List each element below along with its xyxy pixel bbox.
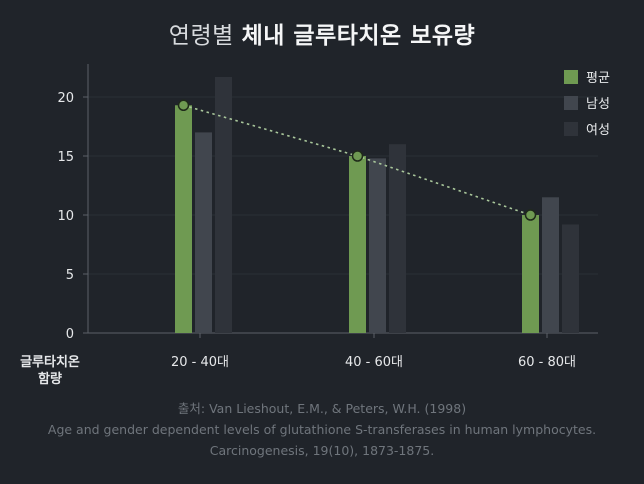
source-line-1: 출처: Van Lieshout, E.M., & Peters, W.H. (… [177,401,467,416]
source-line-2: Age and gender dependent levels of gluta… [47,422,597,437]
source-line-3: Carcinogenesis, 19(10), 1873-1875. [209,443,435,458]
x-axis-label-line1: 글루타치온 [20,354,80,370]
y-tick-label: 10 [57,209,74,224]
bar-평균-0 [175,105,192,333]
bar-평균-1 [349,156,366,333]
trend-point-0 [177,99,190,112]
x-tick-label: 40 - 60대 [345,355,403,370]
y-tick-label: 5 [66,268,74,283]
legend-label-남성: 남성 [586,97,610,112]
legend-swatch-남성 [564,96,578,110]
chart-title-prefix: 연령별 [168,23,234,49]
x-tick-label: 20 - 40대 [171,355,229,370]
bar-남성-2 [542,197,559,333]
chart-title-main: 체내 글루타치온 보유량 [241,23,476,49]
bar-여성-2 [562,224,579,333]
trend-point-1 [351,150,364,162]
source-citation: 출처: Van Lieshout, E.M., & Peters, W.H. (… [0,398,644,461]
bar-평균-2 [522,215,539,333]
x-axis-label-line2: 함량 [38,371,62,387]
legend-swatch-여성 [564,122,578,136]
legend-swatch-평균 [564,70,578,84]
chart-title: 연령별 체내 글루타치온 보유량 [0,16,644,50]
grid-layer [88,96,598,275]
bar-남성-0 [195,132,212,333]
legend-label-여성: 여성 [586,123,610,138]
y-tick-label: 0 [66,327,74,342]
legend-label-평균: 평균 [586,71,610,86]
trend-layer [177,99,537,221]
bar-남성-1 [369,158,386,333]
trend-point-2 [524,209,537,221]
x-tick-layer: 20 - 40대 40 - 60대 60 - 80대 [171,333,576,370]
bar-layer [175,76,579,333]
y-tick-layer: 0 5 10 15 20 [57,91,88,342]
bar-여성-0 [215,76,232,333]
x-tick-label: 60 - 80대 [518,355,576,370]
y-tick-label: 15 [57,150,74,165]
axis-layer [87,64,598,334]
y-tick-label: 20 [57,91,74,106]
bar-여성-1 [389,144,406,333]
